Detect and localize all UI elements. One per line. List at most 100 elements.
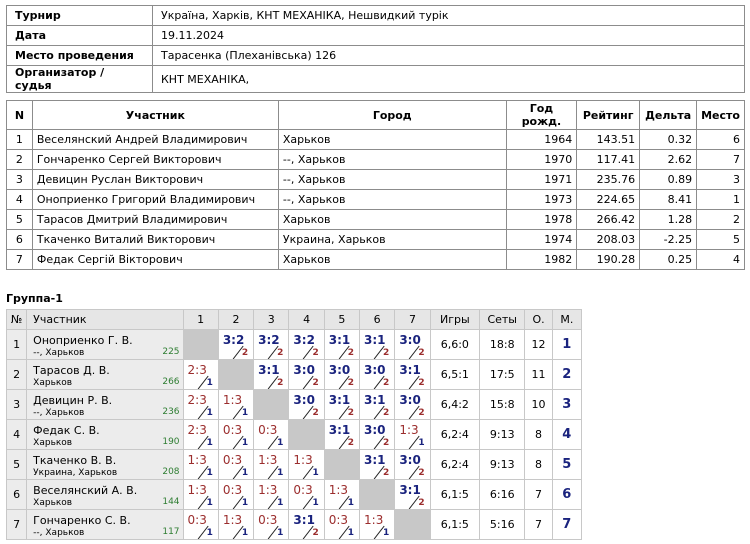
diagonal-slash-icon xyxy=(373,525,385,539)
match-result-cell[interactable]: 1:3 1 xyxy=(288,449,325,480)
player-name: Ткаченко В. В. xyxy=(33,453,117,467)
match-result-cell[interactable]: 3:0 2 xyxy=(359,359,396,390)
match-result-cell[interactable]: 0:3 1 xyxy=(217,479,255,510)
match-result-cell[interactable]: 3:1 2 xyxy=(323,389,361,420)
match-result-cell[interactable]: 3:0 2 xyxy=(359,419,396,450)
participant-delta: 8.41 xyxy=(639,189,698,210)
place-stat: 3 xyxy=(551,389,583,420)
match-result-cell[interactable]: 2:3 1 xyxy=(182,389,219,420)
match-result-cell[interactable]: 3:2 2 xyxy=(253,329,290,360)
match-points: 1 xyxy=(206,498,213,508)
player-city: --, Харьков xyxy=(33,347,85,358)
match-result-cell[interactable]: 3:1 2 xyxy=(323,419,361,450)
player-rating: 144 xyxy=(162,497,180,507)
match-result-cell[interactable]: 3:1 2 xyxy=(359,329,396,360)
col-header-num: № xyxy=(5,309,28,330)
participant-row: 5 Тарасов Дмитрий Владимирович Харьков 1978… xyxy=(6,209,745,230)
participant-name: Федак Сергій Вікторович xyxy=(31,249,279,270)
match-result-cell[interactable]: 2:3 1 xyxy=(182,359,219,390)
diagonal-slash-icon xyxy=(303,525,315,539)
sets-stat: 5:16 xyxy=(479,509,526,540)
match-result-cell[interactable]: 3:1 2 xyxy=(323,329,361,360)
match-points: 2 xyxy=(383,348,390,358)
match-result-cell[interactable]: 0:3 1 xyxy=(182,509,219,540)
match-score: 0:3 xyxy=(222,423,243,437)
match-result-cell[interactable]: 3:0 2 xyxy=(288,389,325,420)
match-result-cell[interactable]: 0:3 1 xyxy=(288,479,325,510)
match-result-cell[interactable]: 1:3 1 xyxy=(182,479,219,510)
match-result-cell[interactable]: 3:0 2 xyxy=(394,389,431,420)
match-points: 2 xyxy=(277,378,284,388)
match-result-cell[interactable]: 3:0 2 xyxy=(288,359,325,390)
match-result-cell[interactable]: 1:3 1 xyxy=(253,449,290,480)
match-result-cell[interactable]: 1:3 1 xyxy=(182,449,219,480)
info-label: Турнир xyxy=(6,5,153,26)
participant-name: Веселянский Андрей Владимирович xyxy=(31,129,279,150)
match-points: 1 xyxy=(418,438,425,448)
match-points: 1 xyxy=(383,528,390,538)
match-result-cell[interactable]: 0:3 1 xyxy=(253,419,290,450)
match-points: 2 xyxy=(383,378,390,388)
player-rating: 236 xyxy=(162,407,180,417)
match-points: 2 xyxy=(312,408,319,418)
match-result-cell[interactable]: 1:3 1 xyxy=(217,509,255,540)
match-result-cell[interactable]: 3:1 2 xyxy=(253,359,290,390)
match-points: 1 xyxy=(206,378,213,388)
diagonal-slash-icon xyxy=(338,405,350,419)
match-result-cell[interactable]: 0:3 1 xyxy=(217,419,255,450)
match-result-cell[interactable]: 3:1 2 xyxy=(394,359,431,390)
player-cell: Оноприенко Г. В. --, Харьков 225 xyxy=(26,329,184,360)
match-result-cell[interactable]: 0:3 1 xyxy=(217,449,255,480)
diagonal-slash-icon xyxy=(232,345,244,359)
match-result-cell[interactable]: 3:2 2 xyxy=(217,329,255,360)
match-result-cell[interactable]: 3:0 2 xyxy=(323,359,361,390)
match-result-cell[interactable]: 3:0 2 xyxy=(394,329,431,360)
match-points: 1 xyxy=(241,498,249,508)
match-points: 2 xyxy=(347,408,355,418)
match-result-cell[interactable]: 1:3 1 xyxy=(323,479,361,510)
participant-city: Украина, Харьков xyxy=(277,229,507,250)
diagonal-slash-icon xyxy=(338,375,350,389)
match-result-cell[interactable]: 1:3 1 xyxy=(359,509,396,540)
group-crosstable: № Участник 1 2 3 4 5 6 7 Игры Сеты О. М. 1 Оноприен… xyxy=(5,309,583,540)
match-score: 1:3 xyxy=(293,453,313,467)
match-result-cell[interactable]: 0:3 1 xyxy=(253,509,290,540)
match-score: 0:3 xyxy=(258,423,278,437)
diagonal-slash-icon xyxy=(232,435,244,449)
match-result-cell[interactable]: 1:3 1 xyxy=(394,419,431,450)
participant-n: 5 xyxy=(6,209,33,230)
match-result-cell[interactable]: 3:1 2 xyxy=(359,389,396,420)
participant-row: 2 Гончаренко Сергей Викторович --, Харьков… xyxy=(6,149,745,170)
match-result-cell[interactable]: 3:2 2 xyxy=(288,329,325,360)
diagonal-slash-icon xyxy=(267,465,279,479)
match-result-cell[interactable]: 0:3 1 xyxy=(323,509,361,540)
match-result-cell[interactable]: 1:3 1 xyxy=(253,479,290,510)
match-points: 2 xyxy=(418,468,425,478)
match-result-cell[interactable]: 3:0 2 xyxy=(394,449,431,480)
player-cell: Федак С. В. Харьков 190 xyxy=(26,419,184,450)
match-score: 1:3 xyxy=(364,513,384,527)
participants-header-row: N Участник Город Год рожд. Рейтинг Дельт… xyxy=(6,100,745,130)
match-score: 1:3 xyxy=(222,393,243,407)
match-score: 3:1 xyxy=(364,393,386,407)
match-points: 1 xyxy=(241,528,249,538)
match-score: 3:0 xyxy=(399,333,421,347)
match-points: 1 xyxy=(241,468,249,478)
col-header-rating: Рейтинг xyxy=(576,100,641,130)
games-stat: 6,4:2 xyxy=(429,389,481,420)
match-points: 1 xyxy=(277,498,284,508)
match-result-cell[interactable]: 1:3 1 xyxy=(217,389,255,420)
player-city: Украина, Харьков xyxy=(33,467,118,478)
participant-place: 2 xyxy=(696,209,745,230)
match-result-cell[interactable]: 3:1 2 xyxy=(359,449,396,480)
place-stat: 2 xyxy=(551,359,583,390)
match-result-cell[interactable]: 3:1 2 xyxy=(394,479,431,510)
participant-delta: 0.32 xyxy=(639,129,698,150)
points-stat: 12 xyxy=(524,329,553,360)
match-score: 1:3 xyxy=(258,453,278,467)
col-header-name: Участник xyxy=(31,100,279,130)
match-result-cell[interactable]: 2:3 1 xyxy=(182,419,219,450)
self-match-cell xyxy=(288,419,325,450)
diagonal-slash-icon xyxy=(267,495,279,509)
match-result-cell[interactable]: 3:1 2 xyxy=(288,509,325,540)
